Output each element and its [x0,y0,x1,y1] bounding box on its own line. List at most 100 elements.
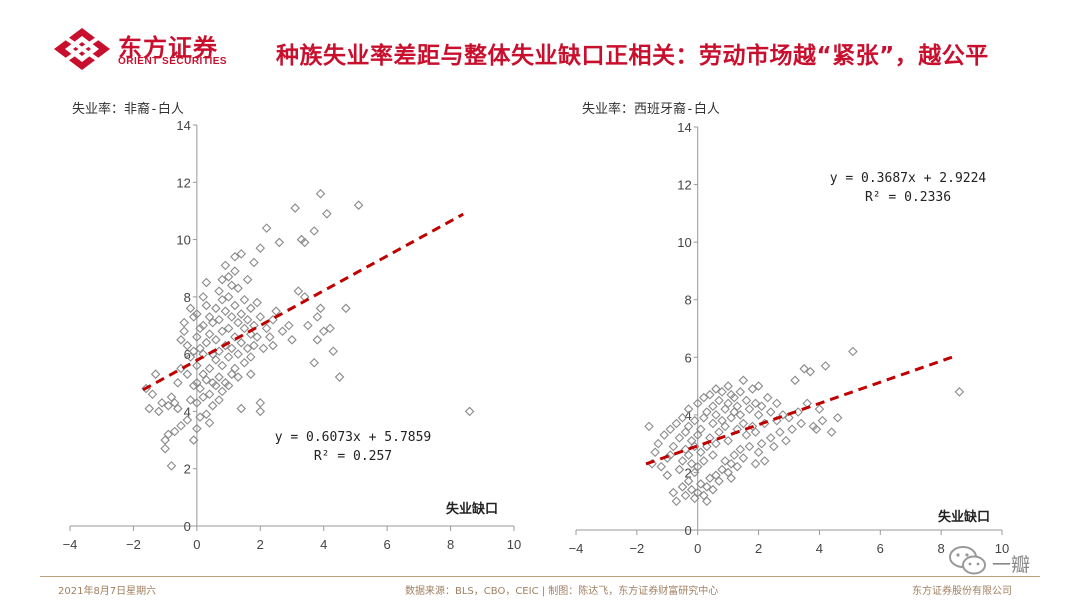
chart1-data-point [201,300,212,311]
chart2-x-tick-label: 4 [816,541,823,556]
chart2-data-point [708,401,718,411]
chart2-data-point [714,476,724,486]
chart1-data-point [217,360,228,371]
chart1-data-point [173,378,183,388]
chart1-data-point [239,294,250,305]
chart1-data-point [245,352,256,362]
chart1-equation-box: y = 0.6073x + 5.7859 R² = 0.257 [268,428,438,466]
chart1-data-point [217,294,228,305]
chart1-y-tick-label: 12 [176,175,190,190]
chart2-data-point [671,418,682,429]
chart2-data-point [692,487,703,498]
chart2-data-point [720,456,730,466]
chart1-y-tick-label: 2 [184,462,191,477]
chart2-x-tick-label: 8 [938,541,945,556]
chart2-data-point [808,421,819,432]
chart2-data-point [705,473,715,483]
chart1-data-point [204,363,215,374]
chart1-data-point [258,343,269,354]
chart2-data-point [668,441,679,452]
chart1-x-tick-label: −4 [63,537,78,552]
chart2-data-point [677,456,688,466]
chart1-data-point [233,317,243,328]
chart2-data-point [699,392,709,403]
chart2-data-point [677,412,688,423]
chart2-equation-box: y = 0.3687x + 2.9224 R² = 0.2336 [818,169,998,207]
chart2-data-point [686,435,697,446]
footer-company: 东方证券股份有限公司 [912,586,1012,597]
chart1-data-point [166,392,177,402]
chart2-data-point [738,375,749,386]
chart1-data-point [207,317,218,328]
chart1-data-point [236,337,247,348]
chart1-data-point [226,343,237,354]
chart2-data-point [729,450,740,460]
chart2-x-tick-label: 6 [877,541,884,556]
chart2-data-point [954,387,965,397]
chart2-data-point [753,381,764,391]
chart1-data-point [179,326,189,337]
chart2-data-point [726,412,736,423]
chart1-y-tick-label: 4 [184,404,191,419]
chart2-data-point [662,470,673,481]
chart1-data-point [201,277,212,288]
chart2-data-point [644,421,654,432]
logo-english-name: ORIENT SECURITIES [118,56,228,67]
chart1-data-point [182,369,193,379]
chart1-equation: y = 0.6073x + 5.7859 [274,430,432,445]
chart1-data-point [160,443,170,454]
chart2-y-tick-label: 0 [684,523,691,538]
chart1-data-point [201,337,212,348]
chart1-ylabel: 失业率：非裔-白人 [72,102,184,117]
chart1-data-point [147,389,158,400]
chart1-y-tick-label: 14 [176,118,190,133]
chart2-data-point [702,407,712,417]
chart1-data-point [233,283,243,294]
chart2-data-point [656,461,666,472]
chart1-data-point [223,380,234,391]
chart1-data-point [230,300,240,311]
chart1-trendline [142,212,464,392]
chart2-data-point [826,427,837,437]
chart1-data-point [211,380,221,391]
chart1-data-point [192,360,202,371]
chart2-data-point [650,447,660,458]
chart2-data-point [680,490,691,501]
chart1-data-point [230,266,240,276]
chart1-data-point [192,309,202,319]
chart2-x-tick-label: 2 [755,541,762,556]
chart1-data-point [163,400,174,411]
chart1-data-point [315,303,326,314]
chart2-data-point [753,447,764,458]
wechat-watermark: 一瓣 [948,544,1048,580]
diamond-logo-icon [54,28,110,70]
chart1-data-point [201,375,212,385]
chart2-data-point [729,392,740,403]
chart1-data-point [182,415,193,425]
chart2-data-point [769,441,779,452]
chart1-data-point [214,395,224,405]
chart2-data-point [747,421,758,432]
chart2-data-point [732,461,743,472]
slide-headline: 种族失业率差距与整体失业缺口正相关：劳动市场越“紧张”，越公平 [276,43,989,69]
chart1-data-point [198,392,208,402]
chart1-data-point [198,320,208,331]
chart2-data-point [738,453,749,463]
chart2-data-point [735,410,746,420]
chart1-data-point [261,323,272,334]
chart2-data-point [750,459,761,469]
chart1-data-point [236,249,247,259]
chart2-y-tick-label: 8 [684,293,691,308]
footer-date: 2021年8月7日星期六 [58,586,157,597]
chart2-data-point [695,447,706,458]
chart2-data-point [784,412,794,423]
chart1-y-tick-label: 10 [176,233,190,248]
chart2-data-point [817,415,828,426]
chart2-y-tick-label: 12 [677,178,691,193]
chart2-data-point [686,484,697,495]
chart2-data-point [814,404,825,414]
chart1-data-point [188,312,199,322]
chart1-data-point [169,426,180,437]
